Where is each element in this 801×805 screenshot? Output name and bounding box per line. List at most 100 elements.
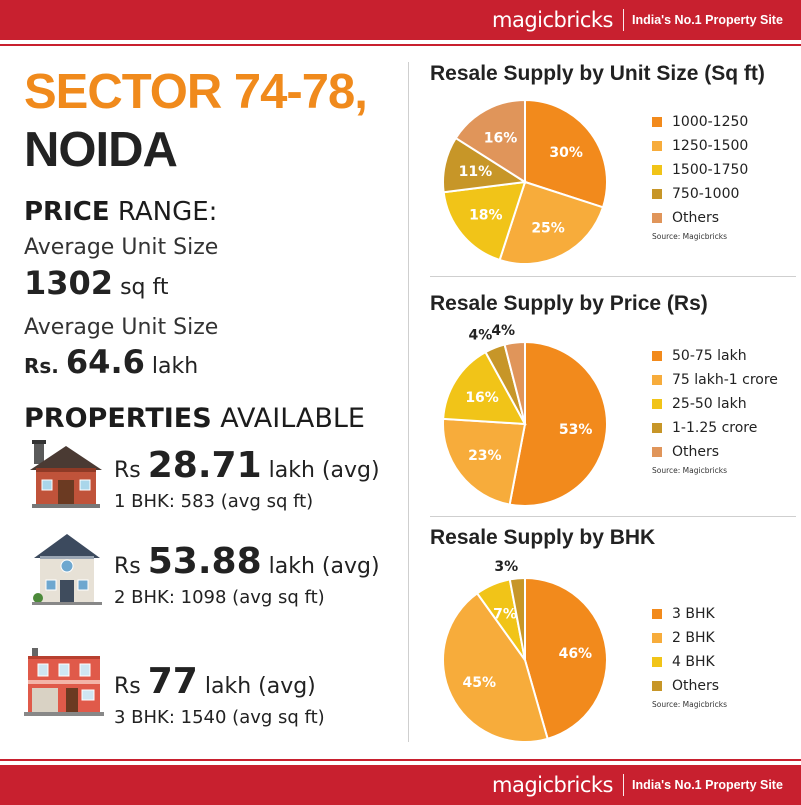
legend-label: 25-50 lakh <box>672 396 747 412</box>
property-1bhk-value: 28.71 <box>147 445 262 486</box>
chart-unit-size-pie: 30% 25% 18% 11% 16% <box>442 98 608 265</box>
pie-label-0-1: 25% <box>531 220 565 236</box>
pie-slice-1-2 <box>442 350 527 426</box>
legend-label: 1500-1750 <box>672 162 749 178</box>
brick-house-icon <box>30 440 102 508</box>
brand-logo-footer: magicbricks <box>492 773 613 797</box>
legend-label: Others <box>672 444 720 460</box>
legend-item-1-3: 1-1.25 crore <box>652 416 778 440</box>
property-2bhk-suffix: lakh (avg) <box>268 554 380 579</box>
villa-icon <box>32 534 102 605</box>
avg-price-label: Average Unit Size <box>24 315 219 340</box>
property-2bhk-price: Rs 53.88 lakh (avg) <box>114 542 380 587</box>
legend-item-1-2: 25-50 lakh <box>652 392 778 416</box>
legend-swatch <box>652 609 662 619</box>
chart-divider-1 <box>430 276 796 277</box>
property-2bhk-detail: 2 BHK: 1098 (avg sq ft) <box>114 587 325 608</box>
chart-source: Source: Magicbricks <box>652 232 728 241</box>
legend-swatch <box>652 399 662 409</box>
avg-price-number: 64.6 <box>65 343 145 381</box>
legend-swatch <box>652 657 662 667</box>
pie-slice-0-4 <box>454 98 526 184</box>
pie-slice-1-1 <box>442 417 527 506</box>
pie-label-2-1: 45% <box>462 675 496 691</box>
footer-band: magicbricks India's No.1 Property Site <box>0 759 801 805</box>
legend-label: 1000-1250 <box>672 114 749 130</box>
avg-price-value: Rs. 64.6 lakh <box>24 344 198 385</box>
chart-price-pie: 53% 23% 16% 4% 4% <box>442 323 608 507</box>
pie-label-1-0: 53% <box>559 422 593 438</box>
property-1bhk-price: Rs 28.71 lakh (avg) <box>114 446 380 491</box>
legend-item-0-0: 1000-1250 <box>652 110 748 134</box>
column-divider <box>408 62 409 742</box>
pie-label-1-4: 4% <box>491 323 515 339</box>
legend-label: 4 BHK <box>672 654 715 670</box>
legend-item-2-0: 3 BHK <box>652 602 727 626</box>
pie-slice-2-3 <box>508 576 526 661</box>
chart-unit-size-legend: 1000-1250 1250-1500 1500-1750 750-1000 Other… <box>652 110 748 241</box>
avg-price-prefix: Rs. <box>24 354 59 378</box>
pie-label-2-2: 7% <box>493 606 517 622</box>
legend-item-1-4: Others <box>652 440 778 464</box>
property-2bhk-prefix: Rs <box>114 554 141 579</box>
chart-bhk-pie: 46% 45% 7% 3% <box>442 559 608 743</box>
pie-slice-2-1 <box>442 591 549 743</box>
property-3bhk-price: Rs 77 lakh (avg) <box>114 662 325 707</box>
legend-swatch <box>652 447 662 457</box>
legend-swatch <box>652 213 662 223</box>
legend-label: 75 lakh-1 crore <box>672 372 778 388</box>
property-2bhk-value: 53.88 <box>147 541 262 582</box>
legend-item-1-0: 50-75 lakh <box>652 344 778 368</box>
legend-label: 2 BHK <box>672 630 715 646</box>
price-range-heading-rest: RANGE: <box>117 197 218 227</box>
legend-label: Others <box>672 678 720 694</box>
brand-footer[interactable]: magicbricks India's No.1 Property Site <box>492 771 783 799</box>
brand-logo: magicbricks <box>492 8 613 32</box>
pie-slice-0-1 <box>498 180 605 265</box>
avg-size-value: 1302 sq ft <box>24 265 168 306</box>
pie-label-1-2: 16% <box>465 390 499 406</box>
chart-price-legend: 50-75 lakh 75 lakh-1 crore 25-50 lakh 1-1.2… <box>652 344 778 475</box>
chart-unit-size-title: Resale Supply by Unit Size (Sq ft) <box>430 62 765 85</box>
footer-stripe <box>0 759 801 761</box>
pie-slice-0-2 <box>442 180 527 262</box>
pie-slice-0-0 <box>524 98 608 209</box>
location-title-line1: SECTOR 74-78, <box>24 65 368 119</box>
legend-swatch <box>652 117 662 127</box>
legend-item-2-3: Others <box>652 674 727 698</box>
legend-swatch <box>652 681 662 691</box>
legend-swatch <box>652 141 662 151</box>
legend-item-2-1: 2 BHK <box>652 626 727 650</box>
property-3bhk-prefix: Rs <box>114 674 141 699</box>
brand-tagline: India's No.1 Property Site <box>631 13 783 27</box>
header-band: magicbricks India's No.1 Property Site <box>0 0 801 46</box>
legend-label: Others <box>672 210 720 226</box>
legend-swatch <box>652 351 662 361</box>
avg-price-unit: lakh <box>151 354 199 379</box>
legend-label: 3 BHK <box>672 606 715 622</box>
legend-swatch <box>652 189 662 199</box>
property-3bhk-value: 77 <box>147 661 198 702</box>
pie-label-2-3: 3% <box>494 559 518 575</box>
legend-item-1-1: 75 lakh-1 crore <box>652 368 778 392</box>
chart-bhk-title: Resale Supply by BHK <box>430 526 656 549</box>
chart-price-title: Resale Supply by Price (Rs) <box>430 292 708 315</box>
chart-source: Source: Magicbricks <box>652 700 728 709</box>
legend-swatch <box>652 423 662 433</box>
avg-size-label: Average Unit Size <box>24 235 219 260</box>
properties-heading: PROPERTIES AVAILABLE <box>24 402 365 436</box>
legend-label: 750-1000 <box>672 186 740 202</box>
legend-item-0-4: Others <box>652 206 748 230</box>
legend-swatch <box>652 633 662 643</box>
legend-label: 1-1.25 crore <box>672 420 758 436</box>
pie-label-0-3: 11% <box>459 164 493 180</box>
property-3bhk: Rs 77 lakh (avg) 3 BHK: 1540 (avg sq ft) <box>114 662 325 729</box>
chart-bhk-legend: 3 BHK 2 BHK 4 BHK Others Source: Magicbricks <box>652 602 727 709</box>
pie-label-0-0: 30% <box>549 145 583 161</box>
legend-label: 1250-1500 <box>672 138 749 154</box>
header-stripe <box>0 44 801 46</box>
brand-header[interactable]: magicbricks India's No.1 Property Site <box>492 6 783 34</box>
price-range-heading-bold: PRICE <box>24 197 110 227</box>
legend-item-0-3: 750-1000 <box>652 182 748 206</box>
property-1bhk-prefix: Rs <box>114 458 141 483</box>
